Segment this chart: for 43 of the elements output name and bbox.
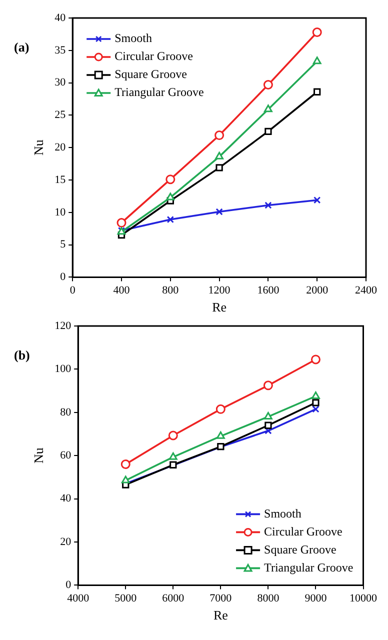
legend-label: Square Groove [114, 67, 187, 82]
y-tick-label: 40 [60, 492, 72, 505]
x-tick-label: 4000 [67, 592, 90, 605]
y-axis-title: Nu [31, 139, 46, 156]
y-tick-label: 25 [54, 109, 66, 122]
x-tick-label: 10000 [350, 592, 378, 605]
y-tick-label: 20 [60, 536, 72, 548]
x-tick-label: 1200 [208, 284, 231, 297]
y-tick-label: 35 [54, 44, 66, 56]
y-tick-label: 15 [54, 174, 66, 186]
x-tick-label: 2000 [306, 284, 329, 297]
text: (a) [14, 39, 30, 54]
y-tick-label: 60 [60, 449, 72, 462]
y-tick-label: 30 [54, 76, 66, 89]
x-axis-title: Re [212, 300, 227, 315]
legend-label: Triangular Groove [264, 560, 354, 574]
y-tick-label: 10 [54, 206, 66, 218]
legend-label: Smooth [264, 506, 302, 520]
x-tick-label: 800 [162, 284, 180, 297]
legend-label: Circular Groove [114, 49, 193, 64]
y-tick-label: 0 [60, 271, 66, 284]
x-tick-label: 8000 [257, 592, 280, 605]
x-tick-label: 2400 [355, 284, 378, 297]
y-tick-label: 40 [54, 12, 66, 24]
legend-label: Triangular Groove [114, 85, 204, 100]
x-tick-label: 1600 [257, 284, 280, 297]
y-tick-label: 100 [54, 363, 72, 376]
x-tick-label: 5000 [114, 592, 138, 605]
text: (b) [14, 347, 30, 362]
y-tick-label: 20 [54, 141, 66, 154]
y-axis-title: Nu [31, 447, 46, 464]
x-tick-label: 9000 [304, 592, 328, 605]
y-tick-label: 80 [60, 406, 72, 418]
x-tick-label: 6000 [162, 592, 185, 605]
x-tick-label: 400 [113, 284, 130, 297]
legend-label: Square Groove [264, 542, 336, 556]
x-tick-label: 7000 [210, 592, 232, 605]
y-tick-label: 120 [54, 320, 72, 332]
legend-label: Smooth [114, 31, 152, 46]
x-axis-title: Re [213, 608, 228, 623]
y-tick-label: 0 [66, 579, 72, 592]
y-tick-label: 5 [60, 238, 66, 251]
legend-label: Circular Groove [264, 524, 342, 538]
